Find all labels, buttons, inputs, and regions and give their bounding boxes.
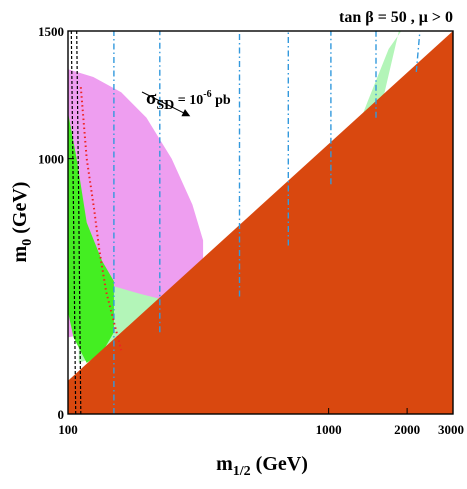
y-axis-title-unit: (GeV) [9,182,31,239]
x-tick-label-3: 3000 [438,422,464,437]
y-tick-label-0: 0 [58,407,65,422]
sigma-annotation-eq: = 10 [174,93,203,108]
y-axis-title-sub: 0 [20,239,35,246]
y-tick-label-2: 1500 [38,24,64,39]
x-tick-label-2: 2000 [394,422,420,437]
sigma-annotation-symbol: σ [146,88,157,109]
sigma-annotation-unit: pb [212,93,231,108]
annotation-arrow [141,91,191,117]
x-tick-label-0: 100 [58,422,78,437]
chart-title: tan β = 50 , μ > 0 [339,9,453,26]
plot-frame [67,30,454,415]
x-axis-title-unit: (GeV) [251,453,308,475]
sigma-annotation: σSD = 10-6 pb [146,88,231,113]
y-tick-label-1: 1000 [38,152,64,167]
regions-layer [68,31,453,414]
ticks-layer: 100 1000 2000 3000 0 1000 1500 [38,24,464,437]
y-axis-title-main: m [9,245,31,262]
region-excluded-0 [68,31,453,414]
series-layer [70,31,421,414]
sigma-annotation-sup: -6 [203,89,211,100]
y-axis-title: m0 (GeV) [9,182,35,263]
region-green-5 [68,112,114,363]
x-axis-title: m1/2 (GeV) [216,453,308,479]
x-axis-title-sub: 1/2 [233,464,251,479]
x-axis-title-main: m [216,453,233,475]
x-tick-label-1: 1000 [316,422,342,437]
